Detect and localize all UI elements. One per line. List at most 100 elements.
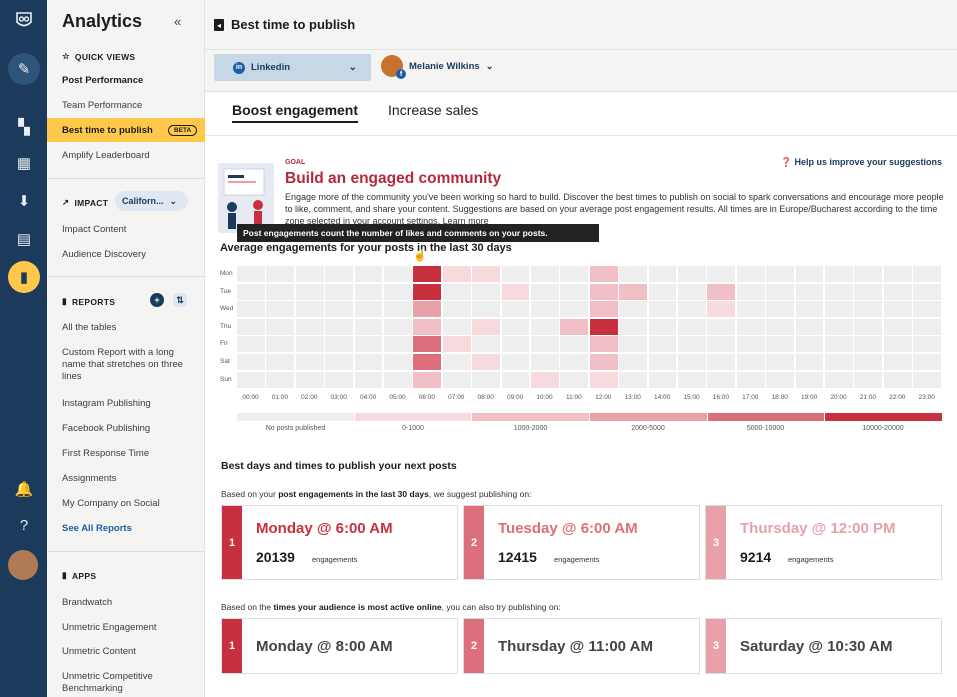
heatmap-cell[interactable]	[472, 371, 501, 388]
heatmap-cell[interactable]	[237, 266, 265, 283]
heatmap-cell[interactable]	[354, 354, 383, 371]
heatmap-cell[interactable]	[678, 371, 706, 388]
heatmap-cell[interactable]	[619, 283, 648, 300]
best-time-card[interactable]: 2 Tuesday @ 6:00 AM 12415 engagements	[463, 505, 700, 580]
heatmap-cell[interactable]	[707, 266, 736, 283]
best-time-card[interactable]: 1 Monday @ 6:00 AM 20139 engagements	[221, 505, 458, 580]
heatmap-cell[interactable]	[531, 266, 559, 283]
heatmap-cell[interactable]	[825, 371, 853, 388]
heatmap-cell[interactable]	[560, 301, 589, 318]
heatmap-cell[interactable]	[854, 354, 883, 371]
heatmap-cell[interactable]	[472, 318, 501, 335]
sidebar-item-audience-discovery[interactable]: Audience Discovery	[62, 249, 146, 260]
heatmap-cell[interactable]	[384, 283, 412, 300]
heatmap-cell[interactable]	[589, 283, 618, 300]
best-time-card[interactable]: 1 Monday @ 8:00 AM	[221, 618, 458, 674]
heatmap-cell[interactable]	[560, 354, 589, 371]
compose-icon[interactable]: ✎	[8, 53, 40, 85]
heatmap-cell[interactable]	[442, 301, 471, 318]
heatmap-cell[interactable]	[237, 371, 265, 388]
heatmap-cell[interactable]	[589, 354, 618, 371]
profile-select[interactable]: f Melanie Wilkins ⌄	[381, 55, 494, 79]
heatmap-cell[interactable]	[589, 371, 618, 388]
heatmap-cell[interactable]	[413, 371, 442, 388]
heatmap-cell[interactable]	[883, 318, 912, 335]
heatmap-cell[interactable]	[707, 354, 736, 371]
heatmap-cell[interactable]	[707, 301, 736, 318]
heatmap-cell[interactable]	[295, 301, 324, 318]
heatmap-cell[interactable]	[266, 336, 295, 353]
heatmap-cell[interactable]	[560, 283, 589, 300]
analytics-icon[interactable]: ▮	[8, 261, 40, 293]
heatmap-cell[interactable]	[295, 371, 324, 388]
sidebar-item-app[interactable]: Unmetric Engagement	[62, 622, 157, 633]
heatmap-cell[interactable]	[442, 266, 471, 283]
impact-region-select[interactable]: Californ... ⌄	[115, 191, 188, 211]
heatmap-cell[interactable]	[560, 318, 589, 335]
dashboard-icon[interactable]: ▚	[18, 119, 30, 136]
heatmap-cell[interactable]	[619, 266, 648, 283]
heatmap-cell[interactable]	[825, 354, 853, 371]
heatmap-cell[interactable]	[413, 336, 442, 353]
heatmap-cell[interactable]	[619, 354, 648, 371]
heatmap-cell[interactable]	[501, 354, 530, 371]
heatmap-cell[interactable]	[354, 371, 383, 388]
collapse-sidebar-button[interactable]: «	[174, 14, 182, 29]
heatmap-cell[interactable]	[501, 336, 530, 353]
best-time-card[interactable]: 3 Saturday @ 10:30 AM	[705, 618, 942, 674]
sidebar-item-report[interactable]: My Company on Social	[62, 498, 160, 509]
heatmap-cell[interactable]	[795, 266, 824, 283]
best-time-card[interactable]: 2 Thursday @ 11:00 AM	[463, 618, 700, 674]
heatmap-cell[interactable]	[913, 336, 942, 353]
heatmap-cell[interactable]	[883, 371, 912, 388]
heatmap-cell[interactable]	[766, 318, 795, 335]
heatmap-cell[interactable]	[325, 301, 354, 318]
heatmap-cell[interactable]	[354, 336, 383, 353]
heatmap-cell[interactable]	[560, 371, 589, 388]
heatmap-cell[interactable]	[854, 371, 883, 388]
user-avatar[interactable]	[8, 550, 38, 580]
heatmap-cell[interactable]	[883, 266, 912, 283]
heatmap-cell[interactable]	[648, 301, 677, 318]
heatmap-cell[interactable]	[354, 301, 383, 318]
heatmap-cell[interactable]	[472, 301, 501, 318]
sidebar-item-report[interactable]: Instagram Publishing	[62, 398, 151, 409]
heatmap-cell[interactable]	[619, 318, 648, 335]
heatmap-cell[interactable]	[501, 318, 530, 335]
heatmap-cell[interactable]	[883, 283, 912, 300]
heatmap-cell[interactable]	[795, 283, 824, 300]
heatmap-cell[interactable]	[736, 301, 765, 318]
heatmap-cell[interactable]	[325, 371, 354, 388]
heatmap-cell[interactable]	[766, 301, 795, 318]
heatmap-cell[interactable]	[384, 371, 412, 388]
heatmap-cell[interactable]	[795, 354, 824, 371]
heatmap-cell[interactable]	[619, 371, 648, 388]
sidebar-item-report[interactable]: Assignments	[62, 473, 117, 484]
sidebar-item-report[interactable]: First Response Time	[62, 448, 150, 459]
heatmap-cell[interactable]	[472, 354, 501, 371]
heatmap-cell[interactable]	[736, 336, 765, 353]
heatmap-cell[interactable]	[707, 283, 736, 300]
heatmap-cell[interactable]	[295, 283, 324, 300]
sidebar-item-app[interactable]: Brandwatch	[62, 597, 113, 608]
heatmap-cell[interactable]	[266, 354, 295, 371]
heatmap-cell[interactable]	[678, 266, 706, 283]
heatmap-cell[interactable]	[237, 318, 265, 335]
heatmap-cell[interactable]	[501, 301, 530, 318]
heatmap-cell[interactable]	[295, 266, 324, 283]
inbox-icon[interactable]: ⬇	[17, 193, 31, 210]
heatmap-cell[interactable]	[766, 354, 795, 371]
heatmap-cell[interactable]	[825, 301, 853, 318]
heatmap-cell[interactable]	[707, 371, 736, 388]
heatmap-cell[interactable]	[854, 301, 883, 318]
heatmap-cell[interactable]	[531, 318, 559, 335]
heatmap-cell[interactable]	[472, 266, 501, 283]
sidebar-item-app[interactable]: Unmetric Content	[62, 646, 136, 657]
heatmap-cell[interactable]	[531, 336, 559, 353]
heatmap-cell[interactable]	[736, 266, 765, 283]
sidebar-item-report[interactable]: Custom Report with a long name that stre…	[62, 347, 183, 382]
heatmap-cell[interactable]	[384, 318, 412, 335]
heatmap-cell[interactable]	[237, 336, 265, 353]
heatmap-cell[interactable]	[531, 371, 559, 388]
heatmap-cell[interactable]	[589, 266, 618, 283]
